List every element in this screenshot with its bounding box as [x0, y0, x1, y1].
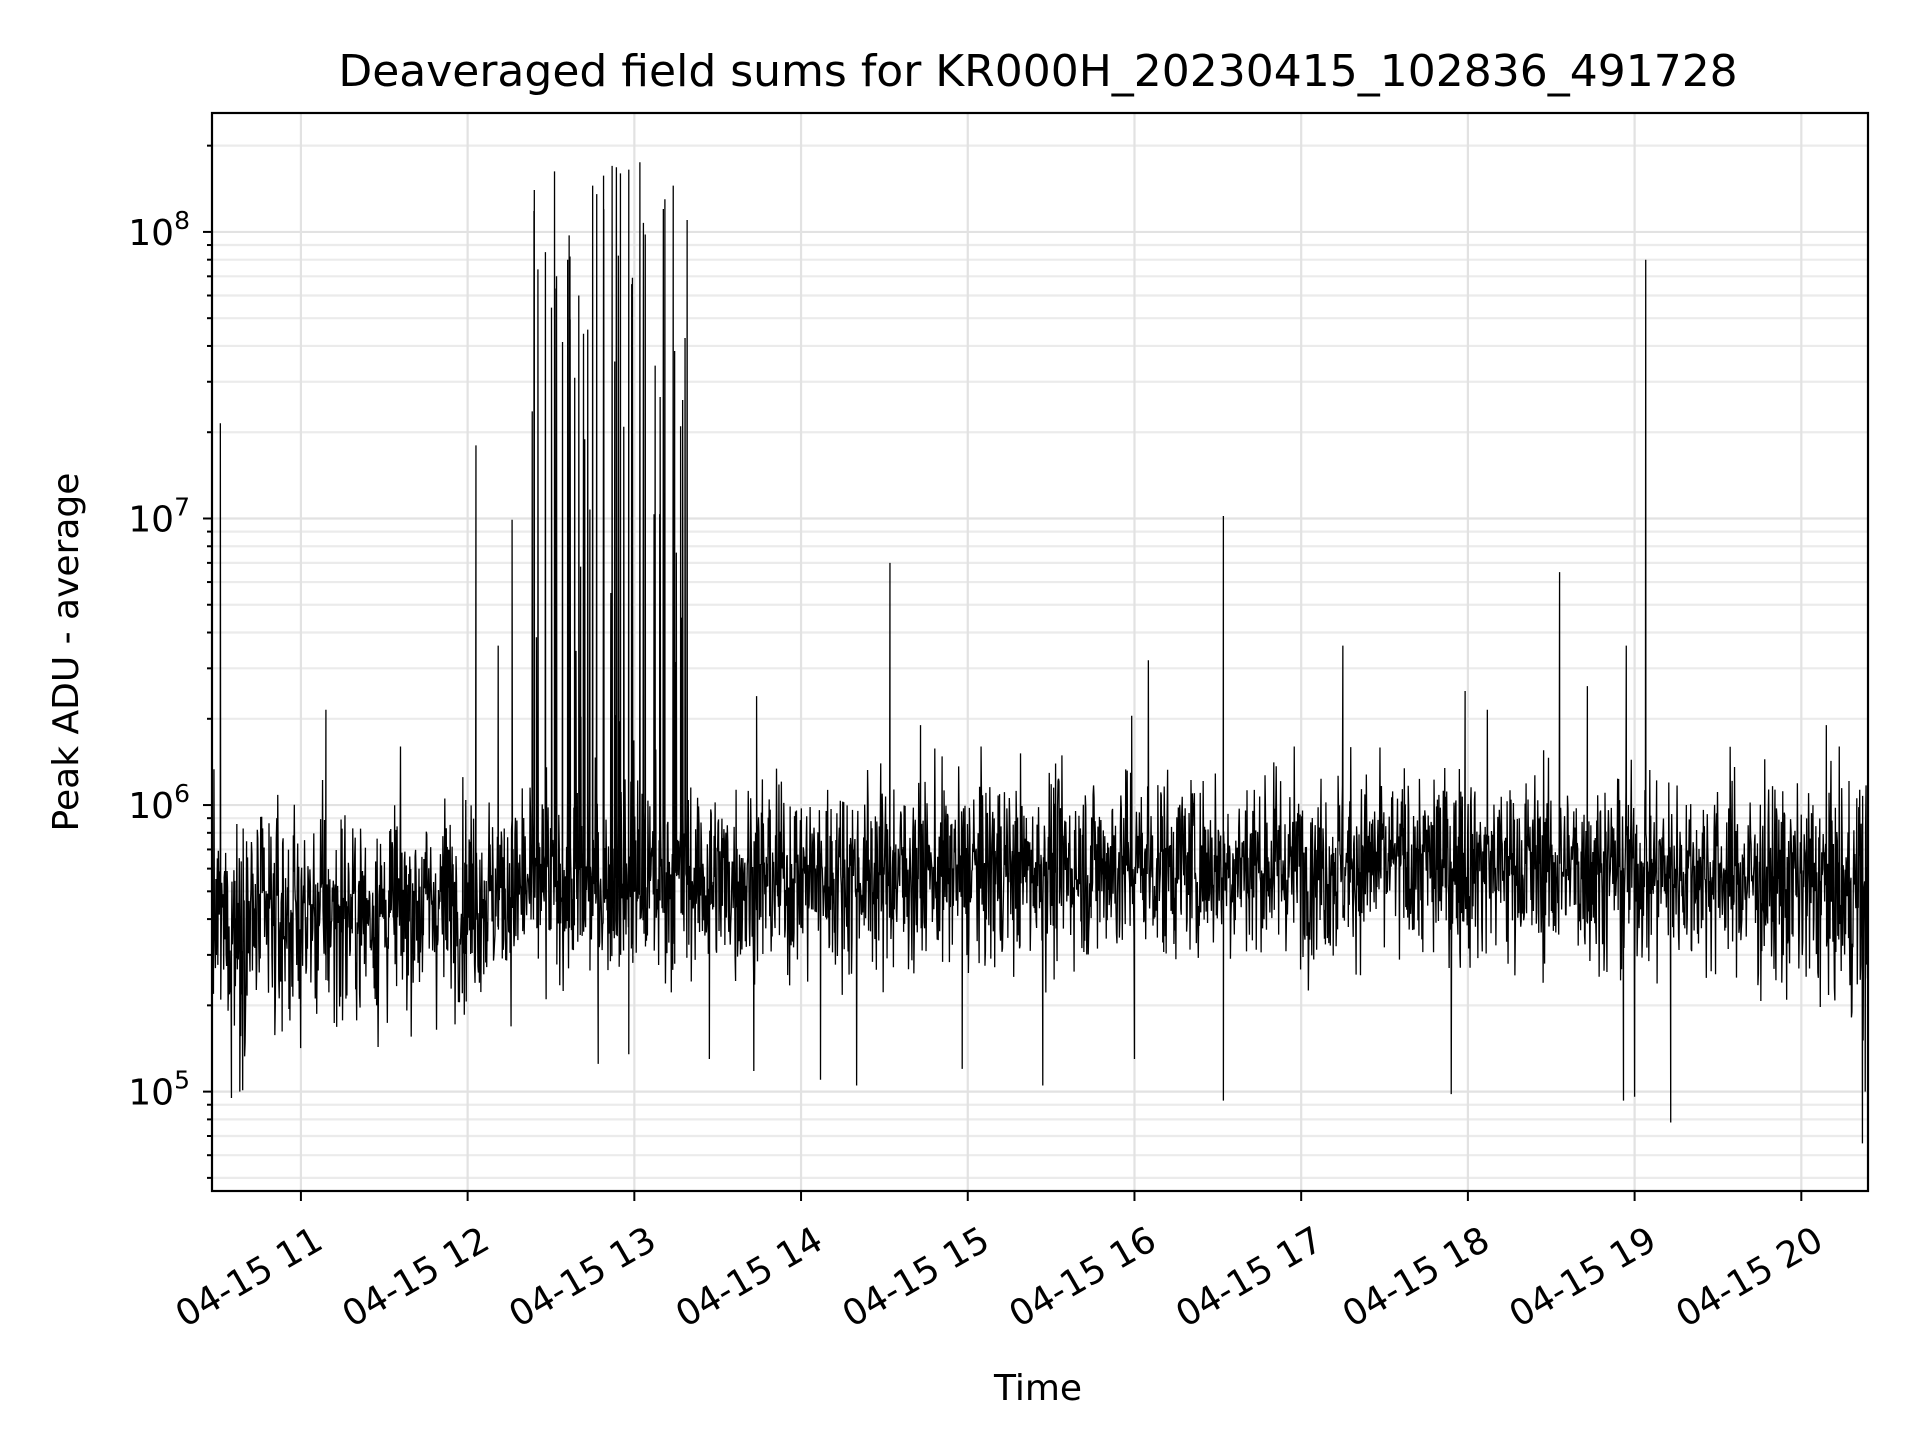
- series-line: [211, 162, 1869, 1144]
- y-tick-base: 10: [128, 1073, 174, 1114]
- y-tick-base: 10: [128, 213, 174, 254]
- grid: [212, 113, 1868, 1191]
- y-tick-exponent: 6: [174, 779, 190, 808]
- y-tick-label: 105: [128, 1066, 190, 1114]
- y-tick-exponent: 7: [174, 492, 190, 521]
- series-path: [211, 162, 1869, 1144]
- y-tick-label: 107: [128, 492, 190, 540]
- y-tick-exponent: 5: [174, 1066, 190, 1095]
- y-tick-label: 108: [128, 206, 190, 254]
- y-tick-base: 10: [128, 786, 174, 827]
- plot-frame: [210, 111, 1870, 1193]
- y-tick-base: 10: [128, 499, 174, 540]
- y-axis-label: Peak ADU - average: [46, 473, 87, 832]
- y-tick-exponent: 8: [174, 206, 190, 235]
- y-tick-label: 106: [128, 779, 190, 827]
- chart-title: Deaveraged field sums for KR000H_2023041…: [338, 46, 1737, 97]
- x-axis-label: Time: [993, 1368, 1082, 1409]
